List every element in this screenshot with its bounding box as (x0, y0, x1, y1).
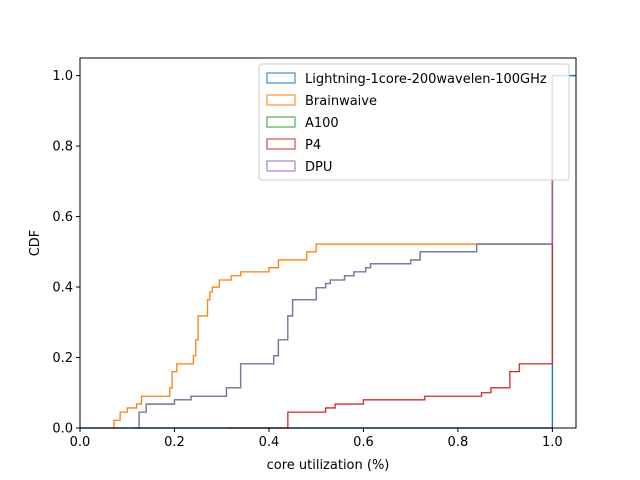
legend-label: Brainwaive (305, 94, 377, 109)
y-tick-label: 1.0 (52, 69, 73, 84)
legend: Lightning-1core-200wavelen-100GHz Brainwa… (259, 64, 569, 180)
y-tick-label: 0.2 (52, 351, 73, 366)
x-tick-label: 0.2 (164, 435, 185, 450)
y-tick-label: 0.8 (52, 140, 73, 155)
x-tick-label: 0.8 (448, 435, 469, 450)
legend-label: Lightning-1core-200wavelen-100GHz (305, 72, 547, 87)
y-tick-label: 0.0 (52, 422, 73, 437)
y-tick-label: 0.4 (52, 281, 73, 296)
x-tick-label: 1.0 (542, 435, 563, 450)
x-tick-label: 0.6 (353, 435, 374, 450)
x-tick-label: 0.4 (259, 435, 280, 450)
legend-label: P4 (305, 138, 321, 153)
x-tick-label: 0.0 (70, 435, 91, 450)
y-tick-label: 0.6 (52, 210, 73, 225)
legend-label: A100 (305, 116, 339, 131)
legend-label: DPU (305, 160, 332, 175)
y-axis-label: CDF (28, 230, 43, 257)
x-axis-label: core utilization (%) (267, 458, 390, 473)
